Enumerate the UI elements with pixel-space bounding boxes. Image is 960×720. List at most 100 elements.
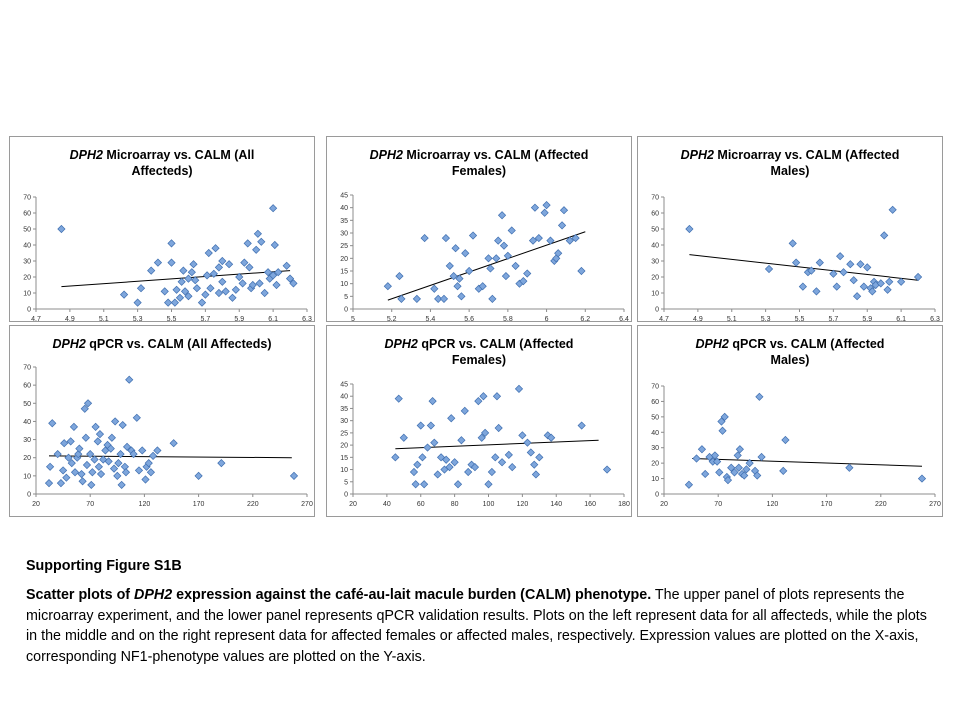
x-tick-label: 5.3 — [761, 316, 771, 323]
data-point — [238, 279, 247, 288]
data-point — [289, 471, 299, 480]
data-point — [565, 236, 574, 245]
data-point — [148, 451, 158, 460]
trendline — [49, 455, 292, 459]
trendline — [61, 270, 291, 288]
y-tick-label: 25 — [340, 243, 348, 250]
title-line-2: Females) — [451, 353, 507, 367]
data-point — [121, 468, 131, 477]
y-tick-label: 30 — [23, 437, 31, 444]
data-point — [95, 430, 105, 439]
x-tick-label: 100 — [483, 501, 495, 508]
y-tick-label: 10 — [651, 291, 659, 298]
data-point — [852, 292, 862, 301]
y-tick-label: 45 — [340, 193, 348, 200]
data-point — [133, 298, 142, 307]
y-tick-label: 25 — [340, 430, 348, 437]
data-point — [231, 285, 240, 294]
y-tick-label: 30 — [340, 418, 348, 425]
chart-title: DPH2 Microarray vs. CALM (All Affecteds) — [10, 147, 314, 179]
y-tick-label: 70 — [651, 384, 659, 391]
data-point — [481, 428, 490, 437]
scatter-panel-5: DPH2 qPCR vs. CALM (Affected Females) 0 5 10… — [326, 325, 632, 517]
data-point — [184, 274, 193, 283]
data-point — [508, 463, 517, 472]
data-point — [93, 437, 102, 446]
y-tick-label: 15 — [340, 455, 348, 462]
data-point — [269, 204, 278, 213]
title-line-2: Males) — [770, 353, 810, 367]
data-point — [395, 271, 404, 281]
data-point — [180, 287, 190, 296]
data-point — [470, 463, 480, 472]
data-point — [83, 399, 93, 408]
data-point — [66, 437, 75, 446]
data-point — [829, 269, 838, 278]
data-point — [883, 285, 892, 294]
data-point — [214, 288, 224, 298]
data-point — [420, 233, 429, 243]
data-point — [450, 458, 459, 467]
x-tick-label: 4.7 — [659, 316, 669, 323]
y-tick-label: 30 — [651, 445, 659, 452]
data-point — [863, 263, 872, 272]
y-tick-label: 45 — [340, 382, 348, 389]
data-point — [118, 420, 127, 430]
data-point — [839, 268, 848, 277]
data-point — [167, 239, 176, 248]
x-tick-label: 140 — [550, 501, 562, 508]
data-point — [80, 404, 89, 413]
data-point — [211, 244, 220, 253]
data-point — [494, 236, 503, 245]
data-point — [187, 268, 196, 277]
data-point — [571, 233, 580, 243]
scatter-panel-2: DPH2 Microarray vs. CALM (Affected Female… — [326, 136, 632, 324]
title-line-1: Microarray vs. CALM (Affected — [402, 148, 589, 162]
x-tick-label: 270 — [929, 501, 941, 508]
data-point — [792, 258, 801, 267]
data-point — [859, 282, 868, 291]
x-tick-label: 70 — [86, 501, 94, 508]
data-point — [439, 294, 449, 303]
data-point — [170, 298, 179, 307]
y-tick-label: 15 — [340, 269, 348, 276]
data-point — [753, 471, 762, 480]
y-tick-label: 0 — [655, 307, 659, 314]
caption-rest: The upper panel of plots represents the … — [26, 587, 927, 665]
data-point — [720, 412, 729, 421]
data-point — [57, 224, 66, 234]
x-tick-label: 6.3 — [930, 316, 940, 323]
data-point — [781, 435, 790, 445]
y-tick-label: 0 — [655, 492, 659, 499]
data-point — [399, 433, 408, 442]
data-point — [391, 453, 400, 462]
data-point — [202, 271, 212, 280]
y-tick-label: 70 — [651, 195, 659, 202]
x-tick-label: 5.9 — [862, 316, 872, 323]
data-point — [846, 260, 855, 269]
y-tick-label: 20 — [651, 275, 659, 282]
x-tick-label: 6.3 — [302, 316, 312, 323]
data-point — [270, 240, 279, 250]
data-point — [735, 445, 744, 454]
data-point — [411, 480, 420, 489]
y-tick-label: 60 — [23, 211, 31, 218]
x-tick-label: 5.1 — [727, 316, 737, 323]
data-point — [96, 469, 106, 479]
scatter-panel-1: DPH2 Microarray vs. CALM (All Affecteds) 0… — [9, 136, 315, 323]
title-line-1: qPCR vs. CALM (Affected — [417, 337, 574, 351]
caption-bold-2: expression against the café-au-lait macu… — [172, 587, 652, 604]
data-point — [913, 272, 923, 282]
data-point — [255, 279, 264, 288]
data-point — [113, 471, 122, 480]
y-tick-label: 70 — [23, 365, 31, 372]
data-point — [542, 201, 551, 210]
data-point — [138, 446, 147, 455]
data-point — [164, 298, 173, 307]
data-point — [757, 452, 766, 462]
data-point — [111, 417, 120, 426]
x-tick-label: 60 — [417, 501, 425, 508]
title-gene: DPH2 — [369, 148, 403, 162]
data-point — [434, 294, 443, 303]
